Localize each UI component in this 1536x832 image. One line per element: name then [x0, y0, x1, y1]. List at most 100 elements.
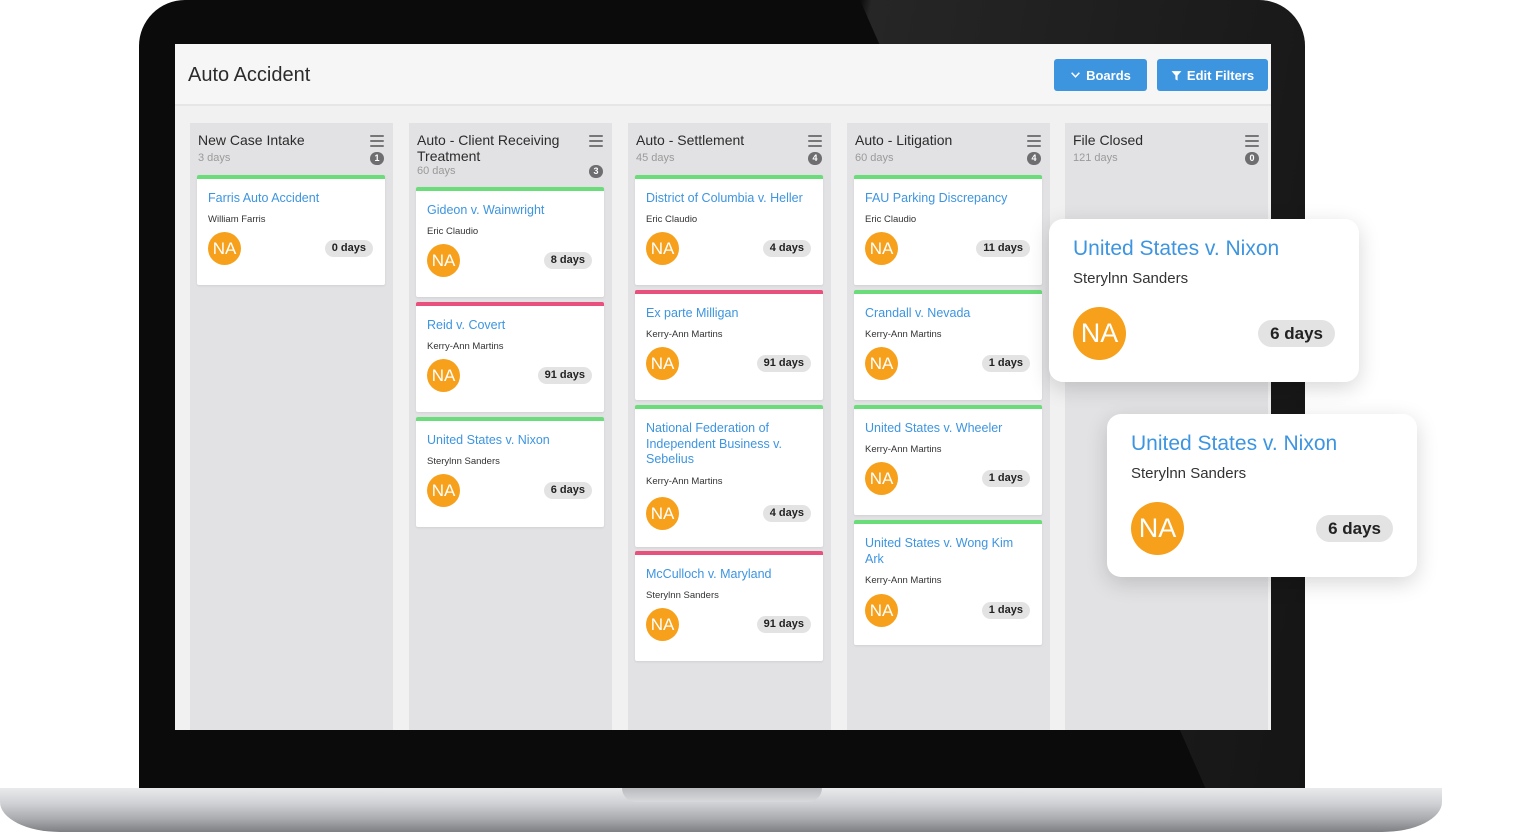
days-badge: 4 days	[762, 505, 811, 522]
case-card[interactable]: Ex parte Milligan Kerry-Ann Martins NA 9…	[635, 290, 823, 400]
days-badge: 4 days	[762, 240, 811, 257]
case-card[interactable]: United States v. Wong Kim Ark Kerry-Ann …	[854, 520, 1042, 645]
days-badge: 1 days	[981, 355, 1030, 372]
count-badge: 3	[589, 165, 603, 178]
assignee-name: Kerry-Ann Martins	[427, 341, 504, 352]
case-title-link[interactable]: United States v. Nixon	[1073, 237, 1280, 260]
days-badge: 0 days	[324, 240, 373, 257]
avatar: NA	[865, 594, 898, 627]
assignee-name: Kerry-Ann Martins	[646, 329, 723, 340]
zoomed-case-card[interactable]: United States v. Nixon Sterylnn Sanders …	[1049, 219, 1359, 382]
avatar: NA	[646, 608, 679, 641]
case-title-link[interactable]: Gideon v. Wainwright	[427, 203, 545, 217]
page-title: Auto Accident	[188, 64, 311, 86]
count-badge: 0	[1245, 152, 1259, 165]
assignee-name: Sterylnn Sanders	[646, 590, 719, 601]
case-card[interactable]: Crandall v. Nevada Kerry-Ann Martins NA …	[854, 290, 1042, 400]
case-card[interactable]: United States v. Nixon Sterylnn Sanders …	[416, 417, 604, 527]
chevron-down-icon	[1071, 71, 1080, 78]
column-title: Auto - Settlement	[636, 132, 745, 148]
laptop-notch	[622, 788, 822, 802]
zoomed-case-card[interactable]: United States v. Nixon Sterylnn Sanders …	[1107, 414, 1417, 577]
assignee-name: Eric Claudio	[427, 226, 479, 237]
boards-label: Boards	[1086, 67, 1131, 83]
boards-button[interactable]: Boards	[1054, 59, 1147, 91]
case-title-link[interactable]: United States v. Nixon	[427, 433, 550, 447]
column-days: 60 days	[855, 152, 894, 164]
days-badge: 91 days	[537, 367, 592, 384]
edit-filters-label: Edit Filters	[1186, 67, 1255, 83]
case-title-link[interactable]: McCulloch v. Maryland	[646, 567, 772, 581]
board-column: New Case Intake 3 days 1 Farris Auto Acc…	[190, 123, 393, 730]
case-card[interactable]: United States v. Wheeler Kerry-Ann Marti…	[854, 405, 1042, 515]
hamburger-icon[interactable]	[370, 135, 384, 147]
case-title-link[interactable]: Crandall v. Nevada	[865, 306, 971, 320]
board-column: Auto - Settlement 45 days 4 District of …	[628, 123, 831, 730]
hamburger-icon[interactable]	[589, 135, 603, 147]
days-badge: 8 days	[543, 252, 592, 269]
assignee-name: Kerry-Ann Martins	[865, 575, 942, 586]
days-badge: 1 days	[981, 470, 1030, 487]
column-title: Auto - Litigation	[855, 132, 953, 148]
case-card[interactable]: Farris Auto Accident William Farris NA 0…	[197, 175, 385, 285]
avatar: NA	[208, 232, 241, 265]
count-badge: 1	[370, 152, 384, 165]
case-card[interactable]: National Federation of Independent Busin…	[635, 405, 823, 547]
days-badge: 91 days	[756, 355, 811, 372]
case-title-link[interactable]: Farris Auto Accident	[208, 191, 320, 205]
assignee-name: Kerry-Ann Martins	[646, 476, 723, 487]
column-days: 60 days	[417, 165, 456, 177]
avatar: NA	[427, 359, 460, 392]
assignee-name: Eric Claudio	[865, 214, 917, 225]
case-title-link[interactable]: Reid v. Covert	[427, 318, 506, 332]
avatar: NA	[646, 497, 679, 530]
hamburger-icon[interactable]	[1245, 135, 1259, 147]
column-days: 3 days	[198, 152, 231, 164]
app-screen: Auto Accident Boards Edit Filters New Ca…	[175, 44, 1271, 730]
avatar: NA	[865, 232, 898, 265]
header-bar: Auto Accident Boards Edit Filters	[175, 44, 1271, 106]
days-badge: 6 days	[1316, 515, 1393, 542]
assignee-name: Eric Claudio	[646, 214, 698, 225]
assignee-name: Sterylnn Sanders	[1131, 465, 1247, 482]
edit-filters-button[interactable]: Edit Filters	[1157, 59, 1268, 91]
case-title-link[interactable]: District of Columbia v. Heller	[646, 191, 803, 205]
case-card[interactable]: McCulloch v. Maryland Sterylnn Sanders N…	[635, 551, 823, 661]
hamburger-icon[interactable]	[808, 135, 822, 147]
column-title: Auto - Client Receiving Treatment	[417, 132, 560, 164]
count-badge: 4	[1027, 152, 1041, 165]
avatar: NA	[427, 244, 460, 277]
avatar: NA	[1131, 502, 1184, 555]
avatar: NA	[646, 232, 679, 265]
column-days: 121 days	[1073, 152, 1118, 164]
days-badge: 1 days	[981, 602, 1030, 619]
avatar: NA	[427, 474, 460, 507]
avatar: NA	[646, 347, 679, 380]
case-title-link[interactable]: National Federation of Independent Busin…	[646, 421, 782, 466]
avatar: NA	[1073, 307, 1126, 360]
avatar: NA	[865, 347, 898, 380]
case-title-link[interactable]: United States v. Wheeler	[865, 421, 1003, 435]
days-badge: 6 days	[543, 482, 592, 499]
count-badge: 4	[808, 152, 822, 165]
hamburger-icon[interactable]	[1027, 135, 1041, 147]
days-badge: 91 days	[756, 616, 811, 633]
column-days: 45 days	[636, 152, 675, 164]
board-column: Auto - Client Receiving Treatment 60 day…	[409, 123, 612, 730]
case-card[interactable]: District of Columbia v. Heller Eric Clau…	[635, 175, 823, 285]
case-card[interactable]: Reid v. Covert Kerry-Ann Martins NA 91 d…	[416, 302, 604, 412]
days-badge: 11 days	[976, 240, 1030, 257]
board-column: Auto - Litigation 60 days 4 FAU Parking …	[847, 123, 1050, 730]
case-title-link[interactable]: FAU Parking Discrepancy	[865, 191, 1008, 205]
column-title: File Closed	[1073, 132, 1144, 148]
days-badge: 6 days	[1258, 320, 1335, 347]
case-card[interactable]: FAU Parking Discrepancy Eric Claudio NA …	[854, 175, 1042, 285]
case-title-link[interactable]: United States v. Wong Kim Ark	[865, 536, 1014, 566]
assignee-name: Kerry-Ann Martins	[865, 329, 942, 340]
avatar: NA	[865, 462, 898, 495]
filter-icon	[1171, 70, 1182, 80]
case-card[interactable]: Gideon v. Wainwright Eric Claudio NA 8 d…	[416, 187, 604, 297]
assignee-name: Sterylnn Sanders	[1073, 270, 1189, 287]
case-title-link[interactable]: United States v. Nixon	[1131, 432, 1338, 455]
case-title-link[interactable]: Ex parte Milligan	[646, 306, 739, 320]
